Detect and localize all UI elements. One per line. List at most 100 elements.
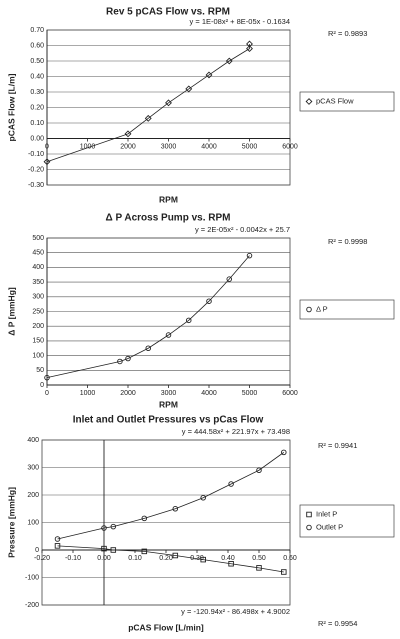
x-tick-label: 2000: [120, 143, 136, 150]
data-point: [256, 467, 262, 474]
y-axis-label: Pressure [mmHg]: [6, 487, 16, 558]
x-axis-label: pCAS Flow [L/min]: [128, 622, 204, 632]
data-point: [110, 523, 117, 530]
y-tick-label: 200: [32, 323, 44, 330]
legend-box: [299, 91, 395, 112]
data-point: [200, 556, 206, 563]
data-point: [205, 71, 213, 79]
equation-label: R² = 0.9893: [328, 29, 367, 38]
x-tick-label: 5000: [242, 143, 258, 150]
x-tick-label: 1000: [80, 390, 96, 397]
data-point: [54, 536, 61, 542]
y-tick-label: -0.20: [28, 166, 44, 173]
x-tick-label: 0.50: [252, 555, 266, 562]
data-point: [165, 99, 172, 107]
equation-label: y = 444.58x² + 221.97x + 73.498: [182, 427, 290, 436]
data-point: [101, 545, 107, 552]
y-axis-label: Δ P [mmHg]: [6, 287, 16, 336]
data-point: [141, 548, 148, 555]
x-tick-label: -0.20: [34, 555, 50, 562]
trend-line: [46, 255, 250, 379]
y-axis-label: pCAS Flow [L/m]: [6, 73, 16, 141]
x-tick-label: 4000: [201, 390, 217, 397]
y-tick-label: 0: [40, 382, 44, 389]
data-point: [117, 358, 123, 365]
data-point: [101, 525, 107, 531]
x-tick-label: 0.10: [128, 555, 142, 562]
data-point: [124, 130, 132, 138]
x-tick-label: 6000: [282, 143, 298, 150]
y-tick-label: 400: [27, 437, 39, 444]
data-point: [185, 317, 192, 324]
data-point: [185, 85, 193, 93]
legend-box: [299, 299, 395, 320]
x-axis-label: RPM: [159, 399, 178, 409]
trend-line: [57, 452, 285, 540]
data-point: [228, 481, 234, 487]
data-point: [43, 158, 51, 166]
legend-label: Δ P: [316, 304, 328, 313]
data-point: [281, 569, 287, 575]
legend-marker: [306, 524, 312, 531]
data-point: [246, 252, 253, 259]
y-tick-label: 350: [32, 279, 44, 286]
equation-label: R² = 0.9941: [318, 441, 357, 450]
x-tick-label: 0.00: [97, 555, 111, 562]
legend-marker: [305, 98, 313, 105]
equation-label: R² = 0.9954: [318, 619, 357, 628]
y-tick-label: 100: [32, 352, 44, 359]
y-tick-label: 300: [32, 294, 44, 301]
y-tick-label: 200: [27, 492, 39, 499]
data-point: [44, 374, 50, 381]
y-tick-label: -0.10: [28, 151, 44, 158]
data-point: [144, 114, 152, 122]
y-tick-label: 450: [32, 250, 44, 257]
data-point: [228, 561, 234, 567]
legend-box: [299, 504, 395, 538]
data-point: [110, 547, 117, 553]
legend-marker: [306, 511, 312, 518]
y-tick-label: 0.30: [30, 89, 44, 96]
equation-label: y = 2E-05x² - 0.0042x + 25.7: [195, 225, 290, 234]
trend-line: [46, 43, 250, 163]
data-point: [256, 565, 262, 571]
data-point: [165, 332, 172, 338]
equation-label: y = 1E-08x² + 8E-05x - 0.1634: [190, 17, 290, 26]
x-tick-label: 3000: [161, 390, 177, 397]
x-tick-label: 3000: [161, 143, 177, 150]
legend-label: Outlet P: [316, 522, 343, 531]
x-tick-label: 0: [45, 390, 49, 397]
data-point: [145, 345, 151, 352]
equation-label: R² = 0.9998: [328, 237, 367, 246]
chart-title: Δ P Across Pump vs. RPM: [105, 213, 230, 224]
y-tick-label: 0.60: [30, 42, 44, 49]
y-tick-label: 0.40: [30, 73, 44, 80]
data-point: [172, 552, 179, 559]
data-point: [172, 506, 179, 512]
x-tick-label: 4000: [201, 143, 217, 150]
x-tick-label: -0.10: [65, 555, 81, 562]
y-tick-label: 100: [27, 519, 39, 526]
equation-label: y = -120.94x² - 86.498x + 4.9002: [181, 607, 290, 616]
legend-label: pCAS Flow: [316, 96, 354, 105]
x-tick-label: 2000: [120, 390, 136, 397]
y-tick-label: 400: [32, 264, 44, 271]
y-tick-label: 250: [32, 308, 44, 315]
y-tick-label: 0.20: [30, 104, 44, 111]
y-tick-label: 50: [36, 367, 44, 374]
data-point: [141, 515, 148, 522]
data-point: [246, 40, 253, 48]
x-axis-label: RPM: [159, 194, 178, 204]
legend-marker: [306, 306, 312, 313]
x-tick-label: 6000: [282, 390, 298, 397]
y-tick-label: 0: [35, 547, 39, 554]
y-tick-label: -0.30: [28, 182, 44, 189]
data-point: [226, 276, 232, 282]
x-tick-label: 0.60: [283, 555, 297, 562]
x-tick-label: 0.20: [159, 555, 173, 562]
y-tick-label: 0.10: [30, 120, 44, 127]
y-tick-label: 300: [27, 464, 39, 471]
x-tick-label: 0: [45, 143, 49, 150]
y-tick-label: -200: [25, 602, 39, 609]
